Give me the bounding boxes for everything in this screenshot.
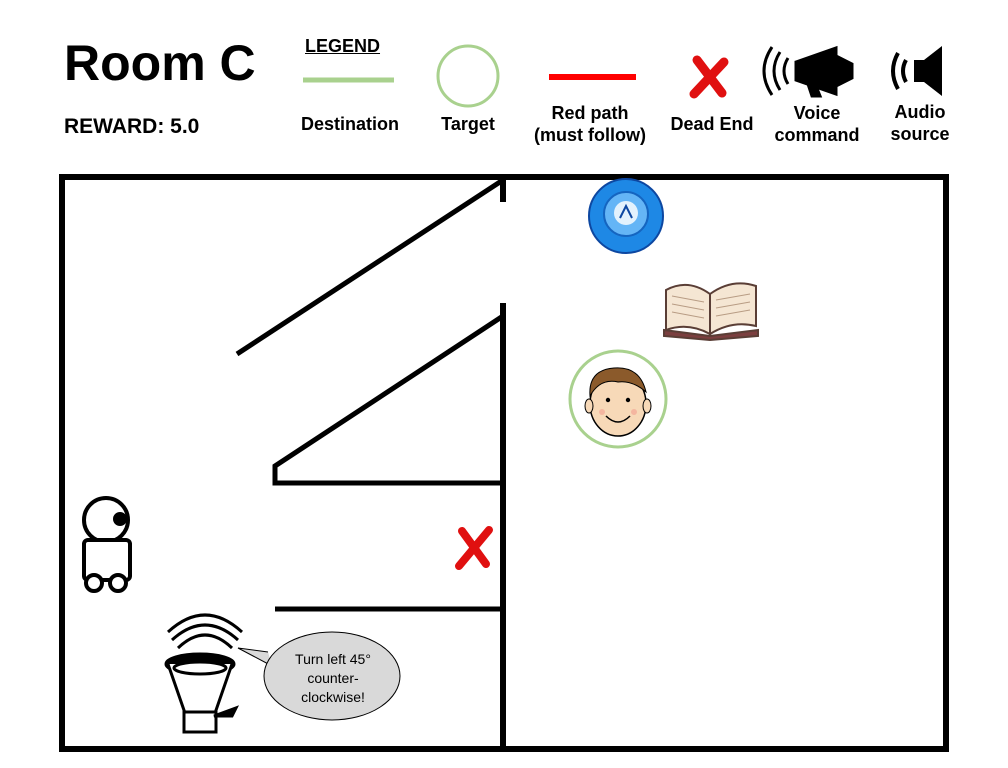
- book-icon: [663, 282, 759, 342]
- frisbee-icon: [588, 178, 664, 254]
- legend-red-path-label: Red path (must follow): [534, 103, 646, 145]
- legend-dead-end-icon: [689, 55, 729, 99]
- voice-command-icon: [762, 45, 854, 98]
- person-target-icon: [568, 349, 668, 449]
- robot-icon: [82, 496, 132, 593]
- legend-target-label: Target: [441, 114, 495, 134]
- speech-bubble-text: Turn left 45° counter- clockwise!: [295, 651, 371, 705]
- legend-audio-source-label: Audio source: [890, 102, 950, 144]
- legend-target-circle: [436, 44, 500, 108]
- audio-source-icon: [164, 613, 244, 734]
- legend-destination-label: Destination: [300, 114, 399, 134]
- room-title: Room C: [64, 35, 256, 91]
- legend-heading: LEGEND: [305, 36, 381, 56]
- speech-bubble: [237, 631, 401, 721]
- legend-voice-command-label: Voice command: [774, 103, 860, 145]
- audio-source-icon-legend: [891, 46, 942, 96]
- dead-end-icon: [455, 526, 493, 570]
- legend-dead-end-label: Dead End: [670, 114, 754, 134]
- reward-label: REWARD: 5.0: [64, 115, 200, 138]
- diagonal-wall-inner: [272, 313, 505, 486]
- diagonal-wall-top: [235, 177, 505, 357]
